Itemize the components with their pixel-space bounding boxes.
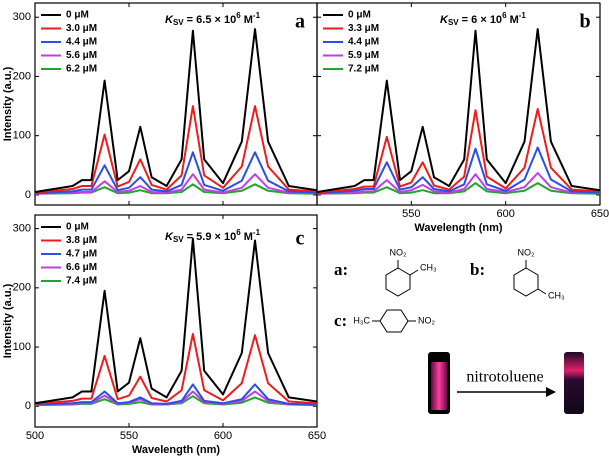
bond — [409, 269, 419, 276]
spectrum-line — [317, 146, 600, 195]
benzene-ring — [385, 267, 411, 297]
structure-label: a: — [334, 260, 348, 279]
x-axis-label: Wavelength (nm) — [414, 222, 503, 234]
ksv-exp: 6 — [502, 11, 507, 20]
legend-label: 5.6 μM — [66, 50, 97, 61]
ksv-unit: M — [507, 14, 519, 26]
spectrum-line — [35, 333, 317, 405]
structures — [372, 260, 547, 333]
x-tick-label: 650 — [591, 208, 609, 220]
x-axis-label: Wavelength (nm) — [132, 444, 221, 456]
ksv-symbol: K — [165, 231, 174, 243]
ksv-unit: M — [241, 231, 253, 243]
ksv-text: = 6.5 × 10 — [184, 14, 237, 26]
ksv-exp: 6 — [236, 11, 241, 20]
legend-label: 7.4 μM — [66, 276, 97, 287]
legend-label: 4.7 μM — [66, 249, 97, 260]
y-tick-label: 100 — [13, 130, 31, 142]
plot-frame — [34, 214, 318, 428]
spectrum-line — [35, 237, 317, 405]
ksv-annotation: KSV = 6.5 × 106 M-1 — [165, 11, 261, 27]
legend-label: 4.4 μM — [348, 37, 379, 48]
spectrum-line — [317, 172, 600, 195]
ksv-symbol: K — [165, 14, 174, 26]
spectrum-line — [35, 173, 317, 195]
panel-letter: c — [296, 228, 305, 250]
legend-label: 0 μM — [66, 222, 89, 233]
ksv-sub: SV — [173, 235, 184, 244]
spectrum-line — [35, 151, 317, 195]
ksv-unit-exp: -1 — [253, 11, 261, 20]
spectrum-line — [35, 105, 317, 194]
y-tick-label: 300 — [13, 11, 31, 23]
y-tick-label: 0 — [25, 189, 31, 201]
y-axis-label: Intensity (a.u.) — [2, 66, 14, 141]
ksv-unit-exp: -1 — [519, 11, 527, 20]
spectrum-line — [35, 383, 317, 406]
legend-label: 0 μM — [66, 10, 89, 21]
x-tick-label: 600 — [496, 208, 514, 220]
legend-label: 3.0 μM — [66, 23, 97, 34]
legend-label: 6.6 μM — [66, 262, 97, 273]
x-tick-label: 550 — [402, 208, 420, 220]
substituent: NO₂ — [518, 247, 536, 257]
vial-glow — [431, 362, 447, 410]
legend-label: 4.4 μM — [66, 37, 97, 48]
legend-label: 3.3 μM — [348, 23, 379, 34]
legend-label: 3.8 μM — [66, 235, 97, 246]
legend-label: 5.9 μM — [348, 50, 379, 61]
legend-label: 0 μM — [348, 10, 371, 21]
substituent: H₃C — [353, 315, 370, 325]
ksv-sub: SV — [448, 18, 459, 27]
x-tick-label: 600 — [214, 430, 232, 442]
vial-after — [564, 352, 584, 414]
ksv-annotation: KSV = 5.9 × 106 M-1 — [165, 228, 261, 244]
substituent: CH₃ — [548, 290, 565, 300]
bond — [537, 288, 547, 295]
ksv-text: = 6 × 10 — [459, 14, 502, 26]
spectrum-line — [317, 108, 600, 194]
substituent: NO₂ — [418, 315, 436, 325]
ksv-exp: 6 — [236, 228, 241, 237]
benzene-ring — [379, 309, 409, 333]
spectrum-line — [317, 28, 600, 193]
ksv-unit-exp: -1 — [253, 228, 261, 237]
structure-label: b: — [470, 260, 485, 279]
y-tick-label: 100 — [13, 341, 31, 353]
y-tick-label: 200 — [13, 282, 31, 294]
x-tick-label: 650 — [308, 430, 326, 442]
plot-frame — [316, 2, 601, 206]
y-axis-label: Intensity (a.u.) — [2, 283, 14, 358]
structure-label: c: — [334, 311, 347, 330]
x-tick-label: 550 — [120, 430, 138, 442]
arrow-head — [546, 387, 556, 397]
legend-label: 6.2 μM — [66, 64, 97, 75]
panel-letter: b — [579, 11, 590, 33]
y-tick-label: 0 — [25, 400, 31, 412]
ksv-sub: SV — [173, 18, 184, 27]
ksv-symbol: K — [440, 14, 449, 26]
photo: nitrotoluene — [428, 352, 584, 414]
y-tick-label: 300 — [13, 223, 31, 235]
arrow-text: nitrotoluene — [466, 369, 543, 386]
benzene-ring — [513, 267, 539, 297]
substituent: NO₂ — [390, 247, 408, 257]
ksv-unit: M — [241, 14, 253, 26]
legend-label: 7.2 μM — [348, 64, 379, 75]
spectrum-line — [35, 28, 317, 193]
panel-letter: a — [295, 11, 305, 33]
x-tick-label: 500 — [26, 430, 44, 442]
y-tick-label: 200 — [13, 70, 31, 82]
substituent: CH₃ — [420, 262, 437, 272]
ksv-annotation: KSV = 6 × 106 M-1 — [440, 11, 526, 27]
ksv-text: = 5.9 × 10 — [184, 231, 237, 243]
